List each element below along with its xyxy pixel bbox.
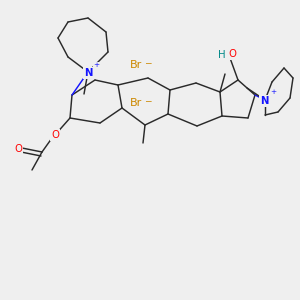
Text: N: N <box>84 68 92 78</box>
Text: O: O <box>228 49 236 59</box>
Text: −: − <box>145 96 152 105</box>
Text: Br: Br <box>130 98 142 109</box>
Text: O: O <box>14 144 22 154</box>
Text: +: + <box>270 89 276 95</box>
Text: O: O <box>51 130 59 140</box>
Text: Br: Br <box>130 60 142 70</box>
Text: N: N <box>260 96 268 106</box>
Text: H: H <box>218 50 226 60</box>
Text: +: + <box>93 62 99 68</box>
Text: −: − <box>145 58 152 67</box>
